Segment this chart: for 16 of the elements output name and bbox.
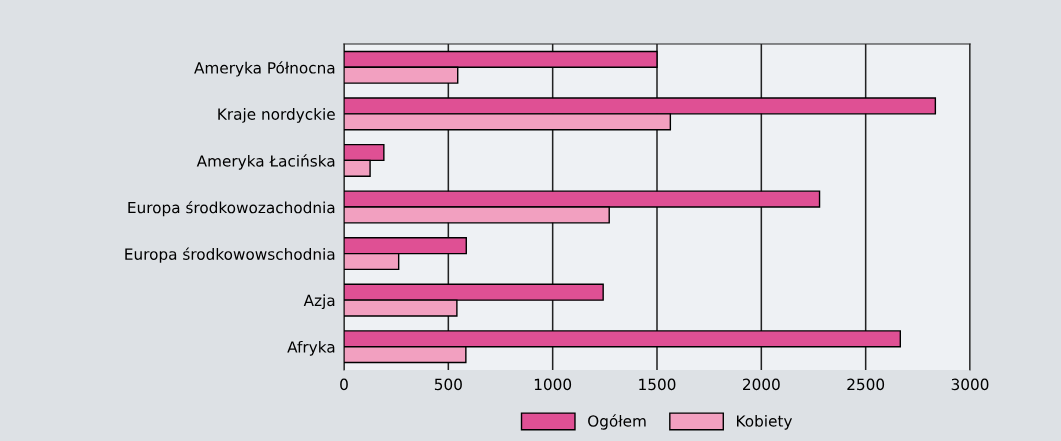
y-tick-label: Kraje nordyckie <box>218 108 335 123</box>
x-tick-label: 500 <box>434 378 462 391</box>
y-tick-label: Europa środkowowschodnia <box>125 247 335 263</box>
legend-label: Kobiety <box>737 414 793 430</box>
y-tick-label: Azja <box>303 294 335 310</box>
x-tick-label: 2500 <box>847 378 885 391</box>
x-tick-label: 1000 <box>534 378 572 391</box>
legend-label: Ogółem <box>588 414 646 430</box>
y-tick-label: Europa środkowozachodnia <box>128 200 335 217</box>
x-tick-label: 2000 <box>743 378 780 391</box>
x-tick-label: 3000 <box>951 378 989 391</box>
y-tick-label: Ameryka Północna <box>194 61 335 77</box>
y-tick-label: Afryka <box>287 340 335 356</box>
y-tick-label: Ameryka Łacińska <box>196 154 335 170</box>
x-tick-label: 0 <box>340 378 348 391</box>
x-tick-label: 1500 <box>639 378 676 391</box>
